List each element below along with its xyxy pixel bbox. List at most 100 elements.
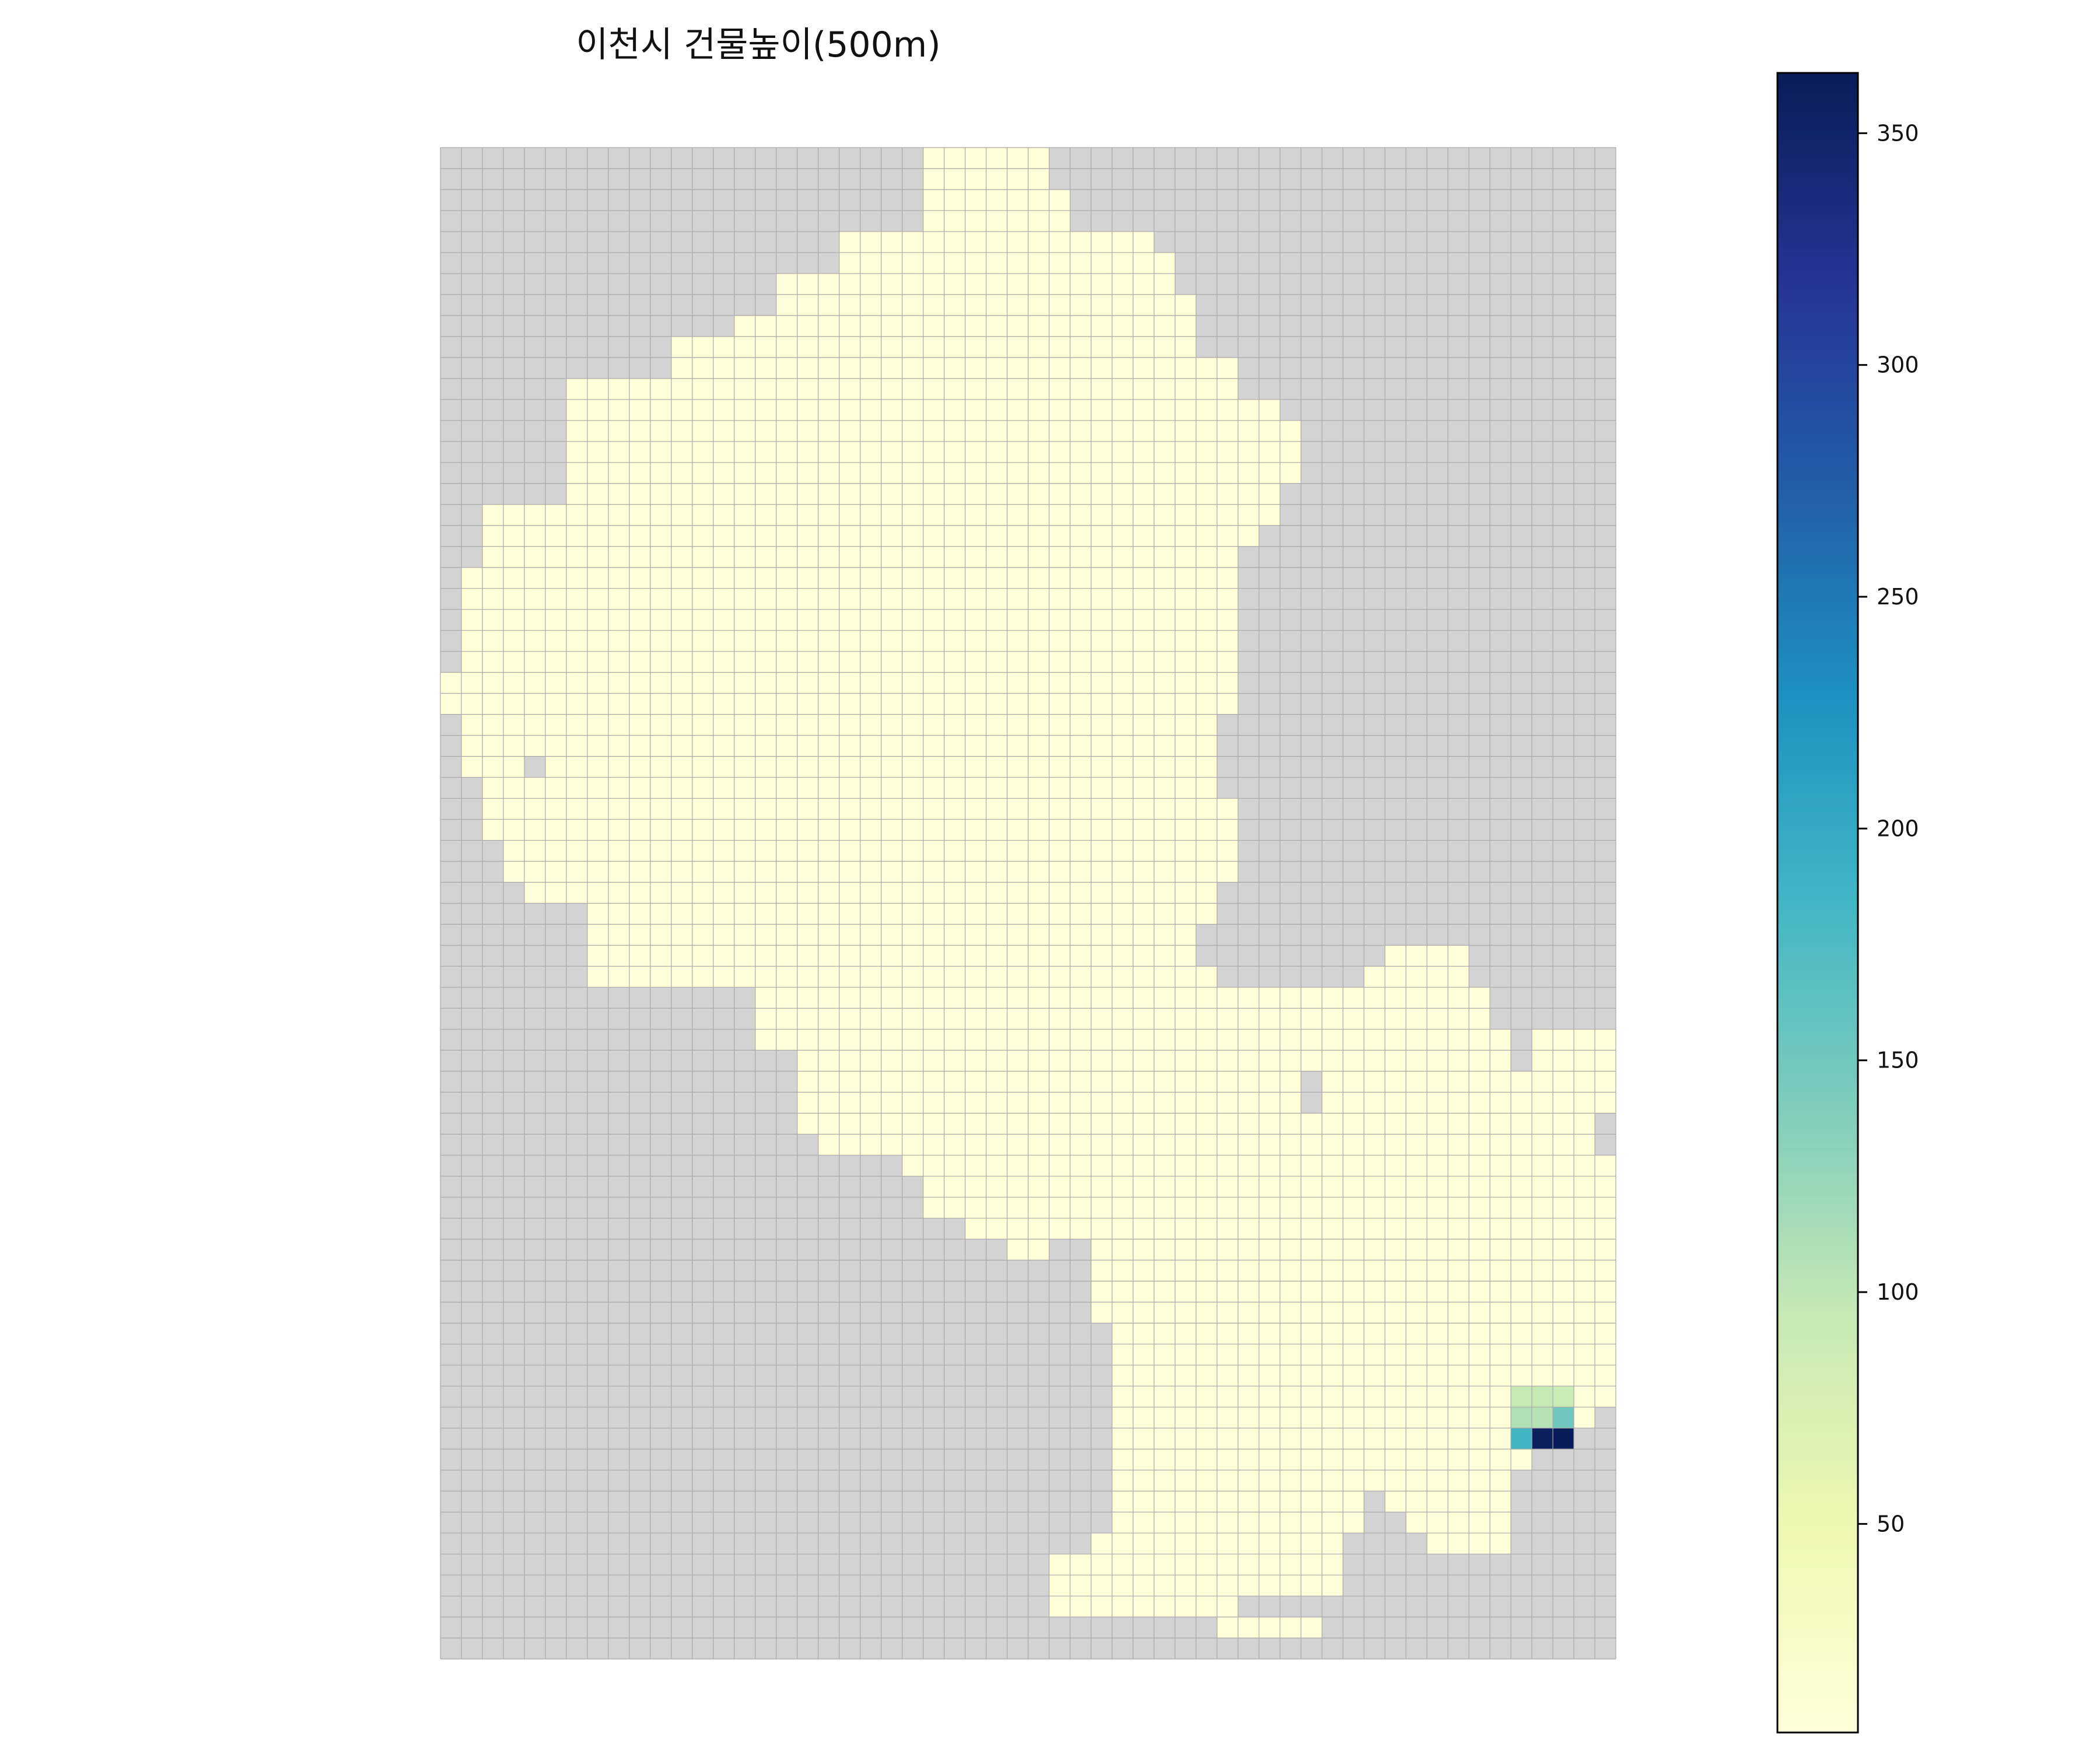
heatmap-cell — [692, 609, 713, 631]
heatmap-cell — [902, 1050, 923, 1072]
heatmap-cell — [923, 588, 944, 610]
heatmap-cell — [1595, 1092, 1616, 1114]
heatmap-cell — [1133, 840, 1154, 862]
heatmap-cell — [734, 399, 755, 421]
heatmap-cell — [1175, 651, 1196, 673]
heatmap-cell — [755, 945, 776, 967]
heatmap-cell — [1049, 819, 1070, 841]
heatmap-cell — [545, 651, 566, 673]
heatmap-cell — [839, 903, 860, 925]
heatmap-cell — [608, 441, 629, 463]
heatmap-cell — [1091, 945, 1112, 967]
heatmap-cell — [860, 651, 881, 673]
heatmap-cell — [1553, 1029, 1574, 1051]
heatmap-cell — [1133, 462, 1154, 484]
heatmap-cell — [1112, 1092, 1133, 1114]
heatmap-cell — [881, 252, 902, 274]
heatmap-cell — [860, 273, 881, 295]
heatmap-cell — [881, 294, 902, 316]
heatmap-cell — [1028, 273, 1049, 295]
heatmap-cell — [1049, 756, 1070, 778]
heatmap-cell — [461, 693, 482, 715]
heatmap-cell — [860, 693, 881, 715]
heatmap-cell — [650, 609, 671, 631]
heatmap-cell — [1070, 672, 1091, 694]
heatmap-cell — [902, 987, 923, 1009]
heatmap-cell — [839, 588, 860, 610]
heatmap-cell — [1175, 1113, 1196, 1135]
heatmap-cell — [1343, 1008, 1364, 1030]
heatmap-cell — [902, 315, 923, 337]
heatmap-cell — [692, 672, 713, 694]
heatmap-cell — [986, 882, 1007, 904]
heatmap-cell — [839, 294, 860, 316]
heatmap-cell — [902, 441, 923, 463]
heatmap-cell — [797, 987, 818, 1009]
heatmap-cell — [650, 567, 671, 589]
heatmap-cell — [881, 504, 902, 526]
heatmap-cell — [1217, 861, 1238, 883]
heatmap-cell — [944, 588, 965, 610]
heatmap-cell — [944, 1008, 965, 1030]
heatmap-cell — [923, 819, 944, 841]
heatmap-cell — [629, 441, 650, 463]
heatmap-cell — [608, 609, 629, 631]
heatmap-cell — [1175, 1050, 1196, 1072]
heatmap-cell — [1532, 1092, 1553, 1114]
heatmap-cell — [650, 777, 671, 799]
heatmap-cell — [713, 861, 734, 883]
heatmap-cell — [1028, 693, 1049, 715]
heatmap-cell — [1154, 882, 1175, 904]
heatmap-cell — [692, 945, 713, 967]
heatmap-cell — [1028, 189, 1049, 211]
heatmap-cell — [1007, 819, 1028, 841]
heatmap-cell — [545, 525, 566, 547]
heatmap-cell — [1196, 399, 1217, 421]
heatmap-cell — [1385, 1008, 1406, 1030]
heatmap-cell — [965, 378, 986, 400]
heatmap-cell — [944, 567, 965, 589]
heatmap-cell — [1007, 882, 1028, 904]
heatmap-cell — [1427, 945, 1448, 967]
heatmap-cell — [1007, 798, 1028, 820]
heatmap-cell — [860, 672, 881, 694]
heatmap-cell — [755, 735, 776, 757]
heatmap-cell — [1238, 987, 1259, 1009]
heatmap-cell — [587, 819, 608, 841]
heatmap-cell — [860, 798, 881, 820]
heatmap-cell — [902, 231, 923, 253]
heatmap-cell — [923, 1092, 944, 1114]
heatmap-cell — [923, 189, 944, 211]
heatmap-cell — [923, 630, 944, 652]
heatmap-cell — [671, 546, 692, 568]
heatmap-cell — [566, 588, 587, 610]
heatmap-cell — [587, 378, 608, 400]
heatmap-cell — [944, 693, 965, 715]
heatmap-cell — [1028, 588, 1049, 610]
heatmap-cell — [839, 1029, 860, 1051]
heatmap-cell — [839, 945, 860, 967]
heatmap-cell — [1112, 987, 1133, 1009]
heatmap-cell — [776, 945, 797, 967]
heatmap-cell — [944, 357, 965, 379]
heatmap-cell — [860, 231, 881, 253]
heatmap-cell — [608, 735, 629, 757]
heatmap-cell — [860, 777, 881, 799]
heatmap-cell — [713, 651, 734, 673]
heatmap-cell — [1259, 1008, 1280, 1030]
heatmap-cell — [1049, 1029, 1070, 1051]
heatmap-cell — [1070, 861, 1091, 883]
heatmap-cell — [986, 336, 1007, 358]
heatmap-cell — [713, 924, 734, 946]
heatmap-cell — [1133, 924, 1154, 946]
heatmap-cell — [1238, 462, 1259, 484]
heatmap-cell — [1154, 315, 1175, 337]
heatmap-cell — [713, 798, 734, 820]
heatmap-cell — [1112, 441, 1133, 463]
heatmap-cell — [1154, 903, 1175, 925]
heatmap-cell — [1070, 525, 1091, 547]
heatmap-cell — [797, 840, 818, 862]
heatmap-cell — [1175, 882, 1196, 904]
heatmap-cell — [1007, 1113, 1028, 1135]
heatmap-cell — [1133, 315, 1154, 337]
